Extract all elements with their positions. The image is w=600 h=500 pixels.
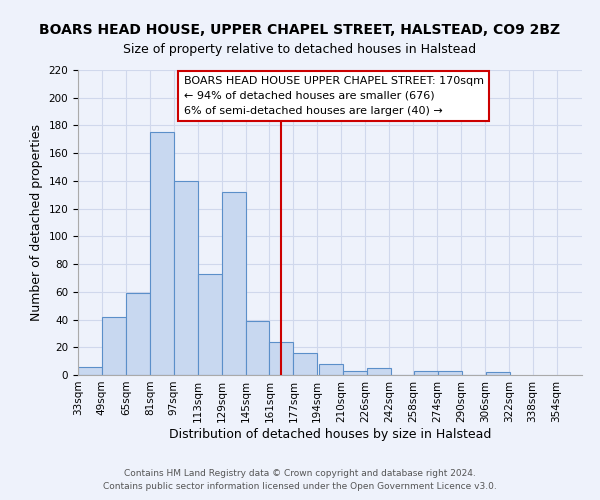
Bar — [221, 192, 245, 375]
Bar — [174, 181, 197, 375]
Text: Size of property relative to detached houses in Halstead: Size of property relative to detached ho… — [124, 42, 476, 56]
X-axis label: Distribution of detached houses by size in Halstead: Distribution of detached houses by size … — [169, 428, 491, 440]
Bar — [343, 371, 367, 375]
Text: BOARS HEAD HOUSE UPPER CHAPEL STREET: 170sqm
← 94% of detached houses are smalle: BOARS HEAD HOUSE UPPER CHAPEL STREET: 17… — [184, 76, 484, 116]
Text: Contains public sector information licensed under the Open Government Licence v3: Contains public sector information licen… — [103, 482, 497, 491]
Bar — [102, 317, 126, 375]
Text: Contains HM Land Registry data © Crown copyright and database right 2024.: Contains HM Land Registry data © Crown c… — [124, 468, 476, 477]
Bar — [293, 353, 317, 375]
Bar — [415, 371, 439, 375]
Bar — [269, 342, 293, 375]
Bar — [150, 132, 174, 375]
Text: BOARS HEAD HOUSE, UPPER CHAPEL STREET, HALSTEAD, CO9 2BZ: BOARS HEAD HOUSE, UPPER CHAPEL STREET, H… — [40, 22, 560, 36]
Bar — [367, 368, 391, 375]
Bar — [245, 321, 269, 375]
Bar — [78, 366, 102, 375]
Bar — [126, 293, 150, 375]
Bar — [197, 274, 221, 375]
Bar — [486, 372, 510, 375]
Bar — [319, 364, 343, 375]
Y-axis label: Number of detached properties: Number of detached properties — [30, 124, 43, 321]
Bar — [439, 371, 463, 375]
